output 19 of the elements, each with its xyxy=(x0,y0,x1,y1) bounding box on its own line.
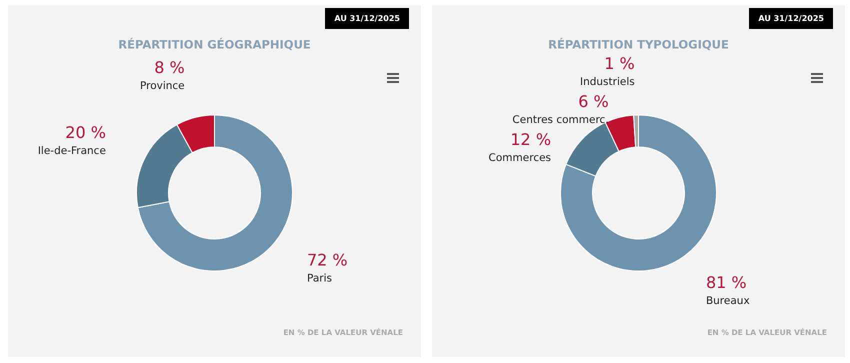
slice-label: Centres commerc. xyxy=(512,114,609,126)
slice-label: Bureaux xyxy=(706,295,750,308)
chart-title: RÉPARTITION GÉOGRAPHIQUE xyxy=(118,38,311,52)
slice-label: Industriels xyxy=(580,76,635,88)
data-label: 1 % xyxy=(604,54,635,74)
text: AU 31/12/2025 xyxy=(325,8,409,29)
data-label: 12 % xyxy=(510,130,552,150)
slice-label: Paris xyxy=(306,272,332,284)
chart-title: RÉPARTITION TYPOLOGIQUE xyxy=(548,38,730,52)
data-label: 81 % xyxy=(706,273,747,292)
slice-label: Province xyxy=(140,80,185,92)
data-label: 72 % xyxy=(306,250,348,270)
data-label: 8 % xyxy=(154,58,185,77)
slice-label: Ile-de-France xyxy=(38,144,106,157)
data-label: 6 % xyxy=(578,92,609,112)
slice-label: Commerces xyxy=(488,152,552,164)
donut-slice xyxy=(137,114,293,272)
data-label: 20 % xyxy=(65,122,106,142)
text: AU 31/12/2025 xyxy=(749,8,833,29)
